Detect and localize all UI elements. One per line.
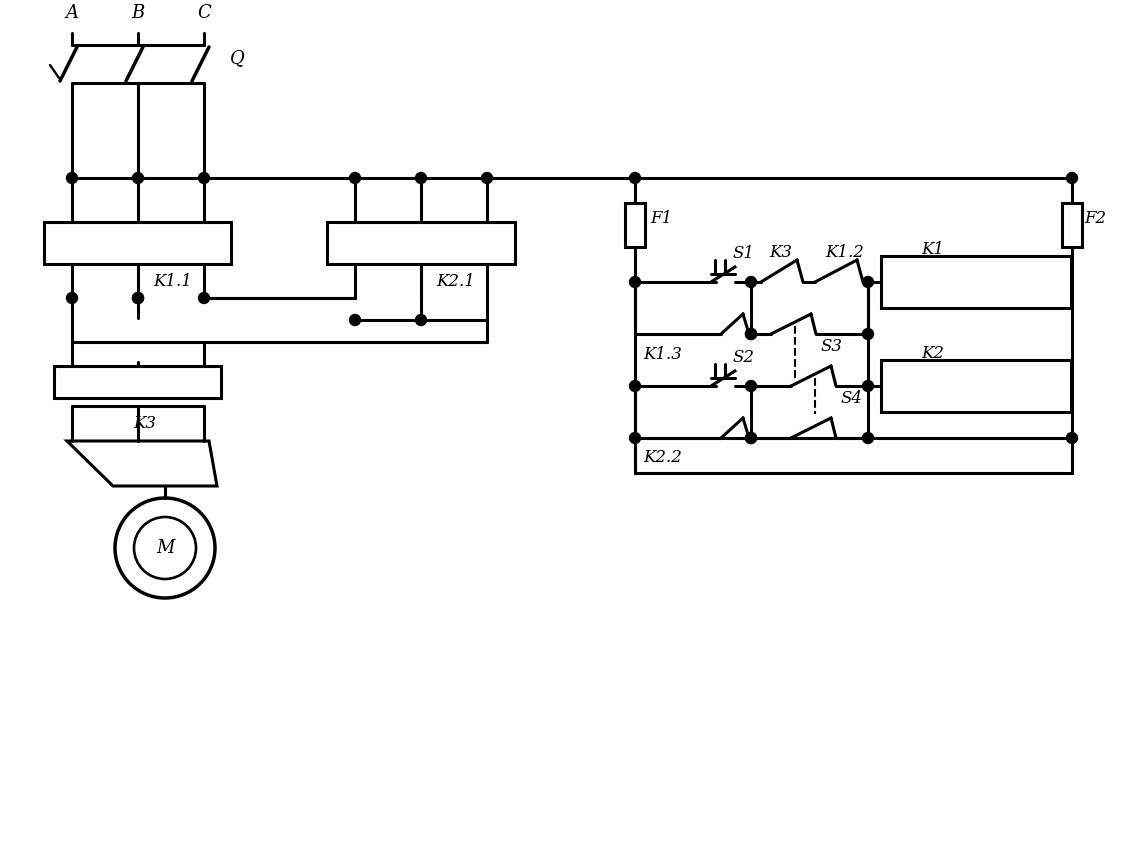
Circle shape	[630, 173, 640, 184]
Text: K1: K1	[921, 242, 944, 259]
Text: K1.1: K1.1	[153, 273, 192, 289]
Circle shape	[745, 432, 757, 444]
Circle shape	[132, 293, 144, 304]
Circle shape	[863, 381, 873, 392]
Text: C: C	[197, 4, 210, 22]
Text: K3: K3	[133, 415, 156, 432]
Circle shape	[745, 276, 757, 287]
Text: K2.2: K2.2	[644, 450, 682, 467]
Text: K3: K3	[769, 243, 792, 261]
Circle shape	[349, 314, 361, 325]
Circle shape	[1067, 432, 1078, 444]
Circle shape	[630, 432, 640, 444]
Text: M: M	[156, 539, 174, 557]
Circle shape	[745, 381, 757, 392]
Bar	[44, 222, 232, 264]
Bar	[881, 360, 1071, 412]
Text: S1: S1	[733, 245, 756, 262]
Circle shape	[630, 276, 640, 287]
Circle shape	[67, 173, 78, 184]
Circle shape	[630, 381, 640, 392]
Circle shape	[415, 314, 426, 325]
Bar	[328, 222, 515, 264]
Circle shape	[482, 173, 492, 184]
Circle shape	[132, 173, 144, 184]
Circle shape	[67, 293, 78, 304]
Circle shape	[199, 173, 209, 184]
Bar	[625, 203, 645, 247]
Bar	[54, 366, 222, 398]
Text: S2: S2	[733, 350, 756, 367]
Circle shape	[863, 276, 873, 287]
Text: S4: S4	[841, 389, 863, 406]
Bar	[1062, 203, 1082, 247]
Text: K1.2: K1.2	[824, 243, 864, 261]
Text: K1.3: K1.3	[644, 345, 682, 362]
Circle shape	[132, 293, 144, 304]
Text: F1: F1	[650, 210, 672, 226]
Circle shape	[745, 329, 757, 339]
Circle shape	[863, 432, 873, 444]
Circle shape	[199, 293, 209, 304]
Text: B: B	[131, 4, 145, 22]
Text: A: A	[66, 4, 78, 22]
Text: Q: Q	[230, 49, 244, 67]
Circle shape	[1067, 173, 1078, 184]
Bar	[881, 256, 1071, 308]
Circle shape	[745, 329, 757, 339]
Circle shape	[415, 173, 426, 184]
Circle shape	[745, 432, 757, 444]
Circle shape	[863, 329, 873, 339]
Text: K2: K2	[921, 345, 944, 362]
Text: K2.1: K2.1	[435, 273, 475, 289]
Text: F2: F2	[1083, 210, 1106, 226]
Text: S3: S3	[821, 337, 843, 355]
Circle shape	[349, 173, 361, 184]
